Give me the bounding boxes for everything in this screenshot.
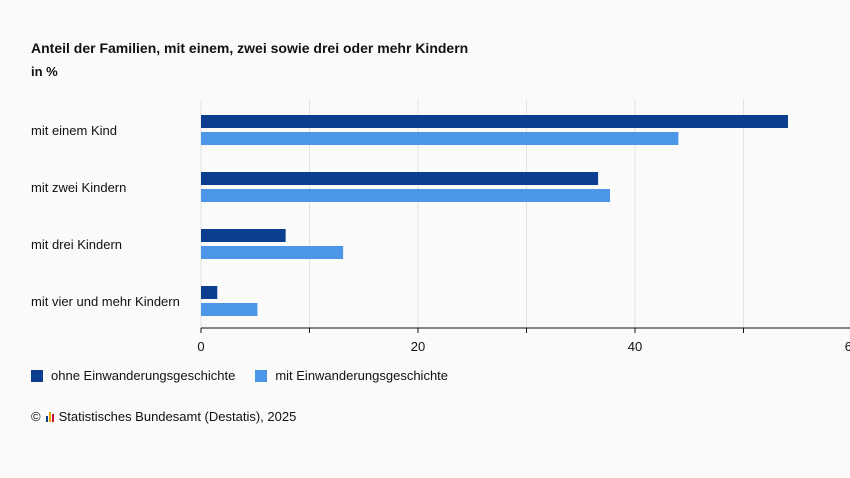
x-tick-label: 0 (197, 339, 204, 354)
category-labels: mit einem Kind mit zwei Kindern mit drei K… (31, 123, 180, 309)
legend-label-ohne: ohne Einwanderungsgeschichte (51, 368, 236, 383)
category-label: mit drei Kindern (31, 237, 122, 252)
category-label: mit zwei Kindern (31, 180, 126, 195)
legend: ohne Einwanderungsgeschichte mit Einwand… (31, 368, 448, 383)
chart-title: Anteil der Familien, mit einem, zwei sow… (31, 40, 469, 56)
chart-subtitle: in % (31, 64, 58, 79)
source-note: © Statistisches Bundesamt (Destatis), 20… (31, 409, 296, 424)
legend-item-ohne[interactable]: ohne Einwanderungsgeschichte (31, 368, 235, 383)
x-tick-label: 20 (411, 339, 425, 354)
destatis-logo-icon (45, 411, 54, 422)
copyright-symbol: © (31, 409, 41, 424)
x-tick-label: 40 (628, 339, 642, 354)
bar-ohne[interactable] (201, 286, 218, 299)
bar-ohne[interactable] (201, 229, 286, 242)
bar-mit[interactable] (201, 132, 679, 145)
bars (201, 115, 788, 316)
bar-mit[interactable] (201, 246, 344, 259)
bar-mit[interactable] (201, 303, 258, 316)
x-axis: 0 20 40 60 (197, 327, 850, 354)
bar-ohne[interactable] (201, 172, 599, 185)
legend-swatch-ohne (31, 369, 43, 382)
category-label: mit einem Kind (31, 123, 117, 138)
legend-swatch-mit (255, 369, 268, 382)
bar-mit[interactable] (201, 189, 611, 202)
source-text: Statistisches Bundesamt (Destatis), 2025 (58, 409, 297, 424)
legend-label-mit: mit Einwanderungsgeschichte (275, 368, 449, 383)
category-label: mit vier und mehr Kindern (31, 294, 180, 309)
legend-item-mit[interactable]: mit Einwanderungsgeschichte (255, 368, 448, 383)
x-tick-label: 60 (845, 339, 850, 354)
bar-ohne[interactable] (201, 115, 788, 128)
